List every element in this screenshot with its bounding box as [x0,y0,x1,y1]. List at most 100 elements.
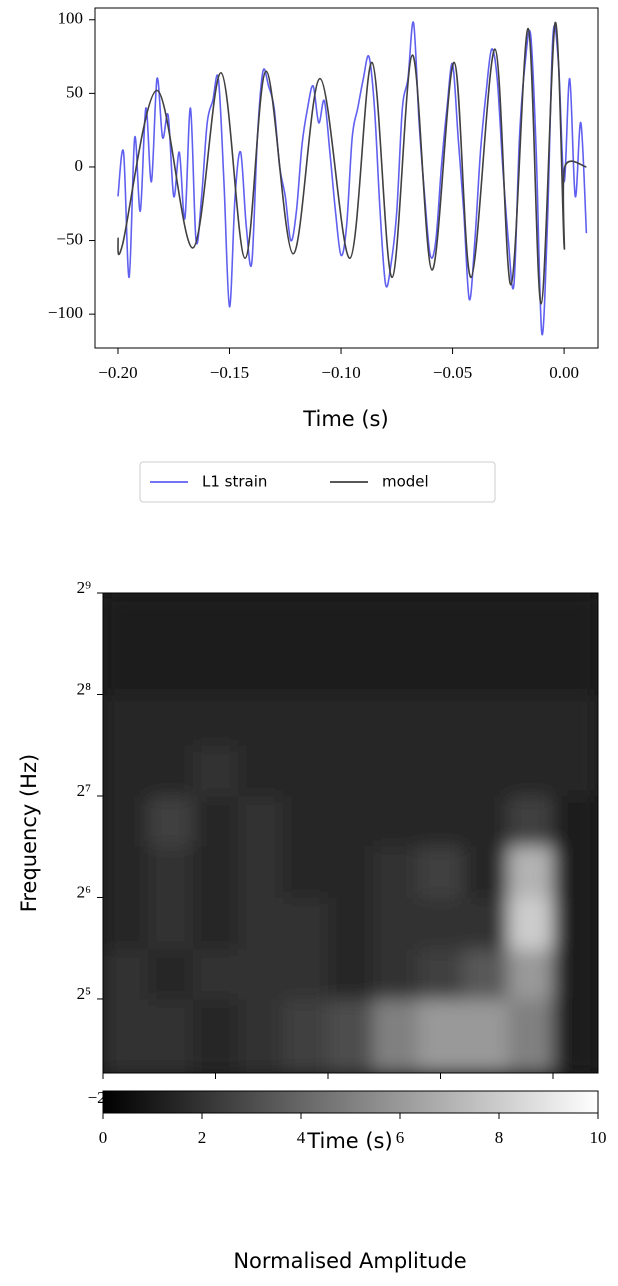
heatmap-cell [148,745,194,797]
colorbar-tick-label: 0 [99,1128,108,1147]
legend-label: model [382,473,429,491]
heatmap-cell [508,745,554,797]
heatmap-cell [103,897,149,950]
heatmap-cell [238,949,284,1000]
heatmap-cell [373,745,419,797]
heatmap-cell [148,795,194,847]
colorbar [102,1090,599,1114]
heatmap-cell [103,949,149,1000]
heatmap-cell [373,897,419,950]
heatmap-cell [463,949,509,1000]
heatmap-cell [418,795,464,847]
heatmap-cell [508,949,554,1000]
heatmap-cell [553,845,598,898]
heatmap-cell [148,694,194,746]
heatmap-cell [283,998,329,1073]
heatmap-cell [463,643,509,695]
heatmap-cell [553,897,598,950]
heatmap-cell [553,795,598,847]
heatmap-cell [103,593,149,645]
heatmap-cell [328,845,374,898]
heatmap-cell [418,643,464,695]
heatmap-cell [553,998,598,1073]
y-tick-label: 50 [66,82,83,101]
heatmap-cell [328,795,374,847]
heatmap-cell [103,745,149,797]
y-tick-label: −100 [48,303,83,322]
heatmap-cell [103,795,149,847]
heatmap-cell [103,845,149,898]
heatmap-cell [148,949,194,1000]
legend-label: L1 strain [202,473,267,491]
heatmap-cell [148,845,194,898]
heatmap-cell [148,643,194,695]
heatmap-cell [508,845,554,898]
heatmap-cell [418,593,464,645]
heatmap-cell [148,998,194,1073]
heatmap-cell [193,795,239,847]
heatmap-cell [418,998,464,1073]
heatmap-cell [418,694,464,746]
colorbar-tick-label: 4 [297,1128,306,1147]
heatmap-cell [193,745,239,797]
heatmap-cell [283,593,329,645]
heatmap-cell [553,949,598,1000]
heatmap-cell [463,694,509,746]
heatmap-cell [373,643,419,695]
heatmap-cell [508,593,554,645]
y-tick-label: 2⁸ [77,679,92,698]
heatmap-cell [463,593,509,645]
heatmap-cell [553,694,598,746]
heatmap-cell [463,897,509,950]
heatmap-cell [238,897,284,950]
heatmap-cell [418,845,464,898]
heatmap-cell [418,897,464,950]
heatmap-cell [463,745,509,797]
heatmap-cell [283,845,329,898]
y-tick-label: −50 [56,229,83,248]
heatmap-cell [283,745,329,797]
axes-frame [94,7,599,349]
heatmap-cell [418,949,464,1000]
heatmap-cell [328,593,374,645]
heatmap-cell [103,643,149,695]
heatmap-cell [553,593,598,645]
heatmap-cell [148,593,194,645]
y-tick-label: 2⁷ [77,781,92,800]
heatmap-cell [508,643,554,695]
y-tick-label: 2⁶ [77,882,92,901]
x-tick-label: −0.05 [433,363,472,382]
heatmap-cell [238,643,284,695]
heatmap-cell [328,745,374,797]
heatmap-cell [418,745,464,797]
heatmap-cell [463,998,509,1073]
x-tick-label: 0.00 [549,363,579,382]
y-tick-label: 2⁵ [77,984,92,1003]
heatmap-cell [553,745,598,797]
heatmap-cell [373,694,419,746]
heatmap-cell [373,593,419,645]
series-line [117,21,588,336]
heatmap-cell [508,998,554,1073]
colorbar-label: Normalised Amplitude [233,1249,466,1273]
heatmap-cell [193,949,239,1000]
heatmap-cell [283,897,329,950]
y-tick-label: 100 [58,9,84,28]
series-line [117,21,587,305]
heatmap-cell [553,643,598,695]
legend: L1 strain model [139,461,496,503]
heatmap-cell [193,845,239,898]
x-tick-label: −0.20 [98,363,137,382]
x-tick-label: −0.15 [210,363,249,382]
heatmap-cell [328,949,374,1000]
heatmap-cell [463,795,509,847]
heatmap-cell [193,643,239,695]
heatmap-cell [508,795,554,847]
heatmap-cell [373,795,419,847]
heatmap-cell [193,593,239,645]
heatmap-cell [238,795,284,847]
colorbar-tick-label: 8 [495,1128,504,1147]
heatmap-cell [283,694,329,746]
heatmap-cell [193,998,239,1073]
